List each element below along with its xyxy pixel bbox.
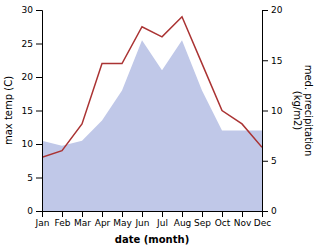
tick-label: 20 xyxy=(22,72,34,82)
tick-mark xyxy=(262,111,268,112)
y-axis: 0 5 10 15 20 25 30 xyxy=(22,5,43,216)
tick: 5 xyxy=(27,173,42,183)
chart: JanFebMarAprMayJunJulAugSepOctNovDec0510… xyxy=(0,0,318,247)
tick-mark xyxy=(222,211,223,217)
tick: 10 xyxy=(262,106,283,116)
tick-mark xyxy=(262,211,268,212)
tick-mark xyxy=(36,10,42,11)
y2-axis: 0 5 10 15 20 xyxy=(262,5,283,216)
tick-mark xyxy=(36,77,42,78)
x-axis: Jan FebMar AprMayJun Jul AugSep OctNovDec xyxy=(35,211,272,228)
tick: 20 xyxy=(262,5,283,15)
tick: Oct xyxy=(215,211,231,228)
axis-line xyxy=(36,11,43,212)
tick-mark xyxy=(262,10,268,11)
tick-label: 20 xyxy=(271,5,283,15)
tick: 15 xyxy=(22,106,42,116)
tick-label: 10 xyxy=(22,139,34,149)
tick: 0 xyxy=(262,206,277,216)
tick: Feb xyxy=(55,211,71,228)
tick-label: Oct xyxy=(215,218,231,228)
tick-mark xyxy=(36,144,42,145)
tick-mark xyxy=(142,211,143,217)
y2-axis-title-line: (kg/m2) xyxy=(292,91,303,131)
line xyxy=(42,17,262,158)
tick-label: Sep xyxy=(194,218,211,228)
tick-label: Dec xyxy=(254,218,271,228)
tick-label: 30 xyxy=(22,5,34,15)
tick-label: Aug xyxy=(174,218,192,228)
tick: Mar xyxy=(74,211,91,228)
tick-label: Nov xyxy=(234,218,252,228)
tick-mark xyxy=(182,211,183,217)
tick: 5 xyxy=(262,156,277,166)
tick-mark xyxy=(36,178,42,179)
tick: Aug xyxy=(174,211,192,228)
area xyxy=(42,40,262,211)
tick-label: Jan xyxy=(35,218,50,228)
tick: Dec xyxy=(254,211,271,228)
tick: 25 xyxy=(22,39,42,49)
tick-label: Jun xyxy=(134,218,149,228)
tick-mark xyxy=(36,111,42,112)
tick-mark xyxy=(36,211,42,212)
tick: 15 xyxy=(262,56,282,66)
tick-label: 15 xyxy=(22,106,33,116)
tick: May xyxy=(113,211,132,228)
tick-label: May xyxy=(113,218,132,228)
y-axis-title: max temp (C) xyxy=(3,76,14,145)
tick-mark xyxy=(242,211,243,217)
tick: 20 xyxy=(22,72,42,82)
axis-line xyxy=(43,212,263,218)
tick: 0 xyxy=(27,206,42,216)
tick-label: 10 xyxy=(271,106,283,116)
tick-label: Feb xyxy=(55,218,71,228)
y2-axis-title-line: med. precipitation xyxy=(303,65,314,157)
tick: Sep xyxy=(194,211,211,228)
tick: Jan xyxy=(35,211,50,228)
tick-mark xyxy=(62,211,63,217)
tick-mark xyxy=(102,211,103,217)
tick: Apr xyxy=(95,211,111,228)
y2-axis-title: med. precipitation(kg/m2) xyxy=(292,65,315,157)
tick: 10 xyxy=(22,139,42,149)
tick-label: 0 xyxy=(271,206,277,216)
tick-mark xyxy=(82,211,83,217)
tick-label: Jul xyxy=(156,218,168,228)
x-axis-title: date (month) xyxy=(115,234,189,245)
tick: Nov xyxy=(234,211,252,228)
tick-mark xyxy=(262,161,268,162)
tick-mark xyxy=(262,60,268,61)
tick-label: 5 xyxy=(271,156,277,166)
tick: Jun xyxy=(134,211,149,228)
tick-mark xyxy=(36,44,42,45)
tick-mark xyxy=(202,211,203,217)
tick-label: 15 xyxy=(271,56,282,66)
tick-label: 5 xyxy=(27,173,33,183)
tick: 30 xyxy=(22,5,42,15)
tick-label: Apr xyxy=(95,218,111,228)
axis-line xyxy=(263,11,269,212)
tick-label: 0 xyxy=(27,206,33,216)
tick-mark xyxy=(162,211,163,217)
tick-label: 25 xyxy=(22,39,33,49)
marks xyxy=(42,17,262,211)
tick-mark xyxy=(122,211,123,217)
tick: Jul xyxy=(156,211,168,228)
tick-label: Mar xyxy=(74,218,91,228)
plot: JanFebMarAprMayJunJulAugSepOctNovDec0510… xyxy=(3,5,314,245)
